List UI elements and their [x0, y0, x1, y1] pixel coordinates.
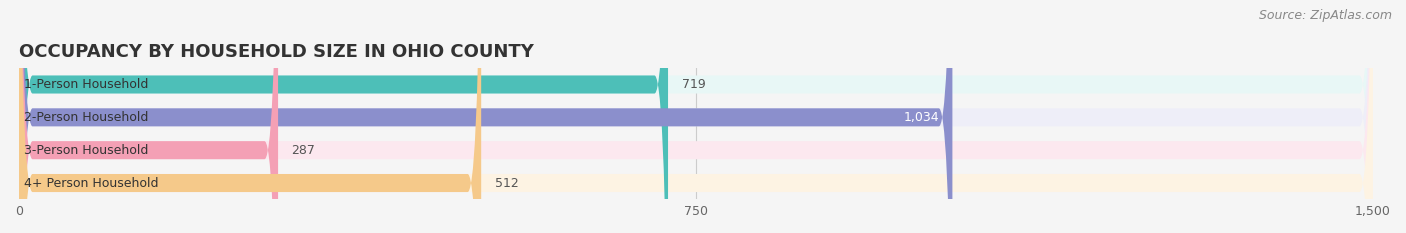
Text: OCCUPANCY BY HOUSEHOLD SIZE IN OHIO COUNTY: OCCUPANCY BY HOUSEHOLD SIZE IN OHIO COUN…	[20, 43, 534, 61]
Text: 512: 512	[495, 177, 519, 189]
FancyBboxPatch shape	[20, 0, 952, 233]
FancyBboxPatch shape	[20, 0, 1374, 233]
FancyBboxPatch shape	[20, 0, 1374, 233]
Text: 3-Person Household: 3-Person Household	[24, 144, 148, 157]
FancyBboxPatch shape	[20, 0, 668, 233]
FancyBboxPatch shape	[20, 0, 1374, 233]
Text: 287: 287	[291, 144, 315, 157]
FancyBboxPatch shape	[20, 0, 1374, 233]
Text: 719: 719	[682, 78, 706, 91]
Text: 2-Person Household: 2-Person Household	[24, 111, 148, 124]
Text: 1,034: 1,034	[903, 111, 939, 124]
FancyBboxPatch shape	[20, 0, 278, 233]
Text: Source: ZipAtlas.com: Source: ZipAtlas.com	[1258, 9, 1392, 22]
FancyBboxPatch shape	[20, 0, 481, 233]
Text: 4+ Person Household: 4+ Person Household	[24, 177, 157, 189]
Text: 1-Person Household: 1-Person Household	[24, 78, 148, 91]
